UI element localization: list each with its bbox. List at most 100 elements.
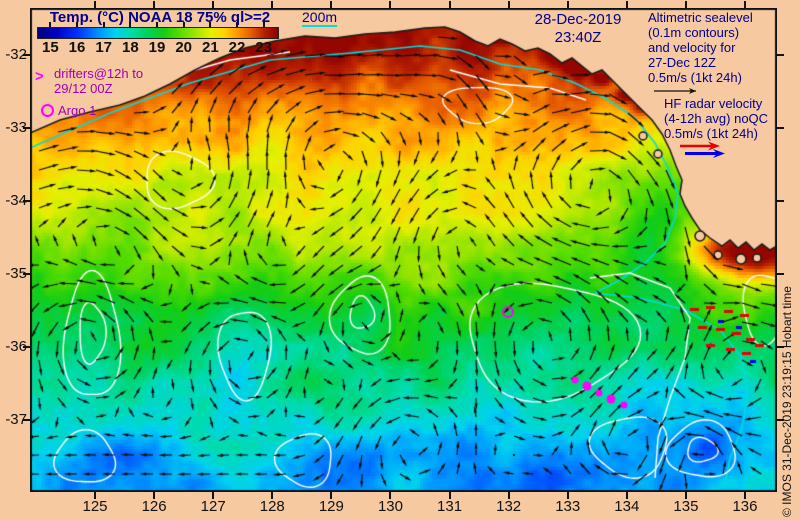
- argo-marker-icon: [41, 104, 54, 117]
- isobath-sample-line: [302, 25, 337, 27]
- colorbar-tick-label: 23: [255, 39, 272, 56]
- axis-tick: [625, 1, 628, 8]
- y-axis-label: -34: [5, 192, 27, 209]
- axis-tick: [153, 492, 156, 499]
- x-axis-label: 132: [496, 498, 522, 515]
- axis-tick: [389, 492, 392, 499]
- drifters-legend: drifters@12h to 29/12 00Z: [54, 66, 143, 96]
- axis-tick: [743, 492, 746, 499]
- argo-label: Argo 1: [58, 103, 97, 118]
- colorbar-tick-label: 19: [148, 39, 166, 56]
- altimetry-legend: Altimetric sealevel (0.1m contours) and …: [648, 10, 753, 97]
- altimetry-line4: 27-Dec 12Z: [648, 55, 716, 70]
- axis-tick: [777, 346, 784, 348]
- drifters-line2: 29/12 00Z: [54, 81, 113, 96]
- drifters-line1: drifters@12h to: [54, 66, 144, 81]
- altimetry-line1: Altimetric sealevel: [648, 10, 753, 25]
- colorbar-tick-label: 17: [95, 39, 112, 56]
- colorbar-tick: [209, 22, 212, 27]
- axis-tick: [566, 492, 569, 499]
- axis-tick: [330, 1, 333, 8]
- axis-tick: [23, 346, 30, 348]
- x-axis-label: 130: [377, 498, 403, 515]
- x-axis-label: 129: [318, 498, 344, 515]
- axis-tick: [507, 492, 510, 499]
- axis-tick: [23, 127, 30, 129]
- axis-tick: [777, 200, 784, 202]
- axis-tick: [684, 492, 687, 499]
- axis-tick: [94, 1, 96, 8]
- colorbar-tick-label: 18: [121, 39, 139, 56]
- hf-radar-legend: HF radar velocity (4-12h avg) noQC 0.5m/…: [664, 96, 768, 159]
- time-label: 23:40Z: [554, 29, 602, 46]
- axis-tick: [94, 492, 96, 499]
- x-axis-label: 128: [259, 498, 285, 515]
- y-axis-label: -35: [5, 265, 27, 282]
- colorbar: [37, 27, 279, 39]
- axis-tick: [23, 200, 30, 202]
- colorbar-tick: [102, 22, 105, 27]
- altimetry-line3: and velocity for: [648, 40, 736, 55]
- axis-tick: [777, 127, 784, 129]
- y-axis-label: -32: [5, 46, 27, 63]
- colorbar-tick: [129, 22, 132, 27]
- x-axis-label: 131: [437, 498, 463, 515]
- axis-tick: [507, 1, 510, 8]
- date-label: 28-Dec-2019: [534, 11, 622, 28]
- altimetry-line2: (0.1m contours): [648, 25, 740, 40]
- x-axis-label: 126: [141, 498, 167, 515]
- axis-tick: [448, 1, 451, 8]
- axis-tick: [212, 492, 215, 499]
- hf-line3: 0.5m/s (1kt 24h): [664, 126, 758, 141]
- colorbar-tick: [182, 22, 185, 27]
- hf-line2: (4-12h avg) noQC: [664, 111, 769, 126]
- colorbar-tick-label: 21: [201, 39, 219, 56]
- axis-tick: [777, 273, 784, 275]
- axis-tick: [743, 1, 746, 8]
- colorbar-tick: [156, 22, 158, 27]
- altimetry-line5: 0.5m/s (1kt 24h): [648, 70, 742, 85]
- x-axis-label: 125: [82, 498, 108, 515]
- hf-radar-arrows-icon: [680, 141, 725, 158]
- x-axis-label: 133: [555, 498, 581, 515]
- velocity-scale-arrow-icon: [654, 88, 696, 94]
- axis-tick: [153, 1, 156, 8]
- colorbar-tick: [236, 22, 238, 27]
- colorbar-tick-label: 22: [228, 39, 246, 56]
- y-axis-label: -33: [5, 119, 27, 136]
- y-axis-label: -36: [5, 338, 27, 355]
- x-axis-label: 127: [200, 498, 226, 515]
- legend-title: Temp. (°C) NOAA 18 75% ql>=2: [49, 9, 271, 26]
- colorbar-tick-label: 16: [68, 39, 86, 56]
- axis-tick: [271, 492, 274, 499]
- colorbar-tick-label: 20: [175, 39, 192, 56]
- colorbar-tick-label: 15: [41, 39, 59, 56]
- axis-tick: [23, 419, 30, 421]
- axis-tick: [566, 1, 569, 8]
- datetime-block: 28-Dec-2019 23:40Z: [520, 11, 636, 47]
- drifter-symbol: >: [35, 68, 44, 85]
- colorbar-tick: [49, 22, 52, 27]
- axis-tick: [23, 54, 30, 56]
- axis-tick: [23, 273, 30, 275]
- axis-tick: [777, 54, 784, 56]
- colorbar-tick: [262, 22, 265, 27]
- x-axis-label: 134: [614, 498, 640, 515]
- sst-map-canvas: [30, 8, 777, 492]
- axis-tick: [777, 419, 784, 421]
- axis-tick: [448, 492, 451, 499]
- x-axis-label: 135: [673, 498, 699, 515]
- copyright-label: © IMOS 31-Dec-2019 23:19:15 Hobart time: [780, 286, 794, 517]
- axis-tick: [389, 1, 392, 8]
- colorbar-tick: [76, 22, 78, 27]
- y-axis-label: -37: [5, 411, 27, 428]
- axis-tick: [271, 1, 274, 8]
- axis-tick: [684, 1, 687, 8]
- x-axis-label: 136: [732, 498, 758, 515]
- isobath-label: 200m: [302, 9, 338, 25]
- axis-tick: [212, 1, 215, 8]
- axis-tick: [625, 492, 628, 499]
- axis-tick: [330, 492, 333, 499]
- hf-line1: HF radar velocity: [664, 96, 763, 111]
